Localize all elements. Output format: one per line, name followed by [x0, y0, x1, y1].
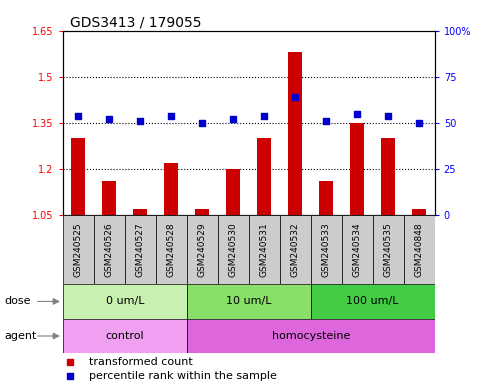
Bar [63, 284, 187, 319]
Text: GSM240529: GSM240529 [198, 222, 207, 277]
Bar [288, 52, 302, 215]
Text: GSM240530: GSM240530 [229, 222, 238, 277]
Text: GSM240526: GSM240526 [105, 222, 114, 277]
Point [415, 120, 423, 126]
Text: GSM240533: GSM240533 [322, 222, 331, 277]
Point [229, 116, 237, 122]
Text: control: control [105, 331, 144, 341]
Bar [226, 169, 240, 215]
Bar [350, 123, 364, 215]
Text: 100 um/L: 100 um/L [346, 296, 399, 306]
Text: GSM240534: GSM240534 [353, 222, 362, 277]
Bar [102, 181, 116, 215]
Bar [280, 215, 311, 284]
Bar [187, 319, 435, 353]
Bar [187, 284, 311, 319]
Text: GDS3413 / 179055: GDS3413 / 179055 [70, 16, 202, 30]
Text: GSM240528: GSM240528 [167, 222, 176, 277]
Point [168, 113, 175, 119]
Text: GSM240848: GSM240848 [415, 222, 424, 277]
Bar [412, 209, 426, 215]
Bar [164, 163, 178, 215]
Text: 0 um/L: 0 um/L [105, 296, 144, 306]
Bar [94, 215, 125, 284]
Point [66, 373, 74, 379]
Bar [71, 138, 85, 215]
Text: GSM240531: GSM240531 [260, 222, 269, 277]
Text: GSM240525: GSM240525 [74, 222, 83, 277]
Point [291, 94, 299, 100]
Bar [63, 319, 187, 353]
Bar [133, 209, 147, 215]
Point [354, 111, 361, 117]
Bar [249, 215, 280, 284]
Bar [342, 215, 373, 284]
Point [199, 120, 206, 126]
Bar [156, 215, 187, 284]
Point [105, 116, 113, 122]
Text: dose: dose [5, 296, 31, 306]
Point [136, 118, 144, 124]
Text: percentile rank within the sample: percentile rank within the sample [89, 371, 277, 381]
Text: homocysteine: homocysteine [271, 331, 350, 341]
Point [260, 113, 268, 119]
Text: 10 um/L: 10 um/L [226, 296, 271, 306]
Text: GSM240535: GSM240535 [384, 222, 393, 277]
Bar [373, 215, 404, 284]
Bar [218, 215, 249, 284]
Point [74, 113, 82, 119]
Bar [404, 215, 435, 284]
Bar [195, 209, 209, 215]
Text: transformed count: transformed count [89, 357, 193, 367]
Bar [63, 215, 94, 284]
Bar [311, 284, 435, 319]
Bar [311, 215, 342, 284]
Text: GSM240527: GSM240527 [136, 222, 145, 277]
Bar [381, 138, 395, 215]
Bar [319, 181, 333, 215]
Text: GSM240532: GSM240532 [291, 222, 300, 277]
Point [322, 118, 330, 124]
Bar [257, 138, 271, 215]
Bar [187, 215, 218, 284]
Point [66, 359, 74, 365]
Bar [125, 215, 156, 284]
Text: agent: agent [5, 331, 37, 341]
Point [384, 113, 392, 119]
